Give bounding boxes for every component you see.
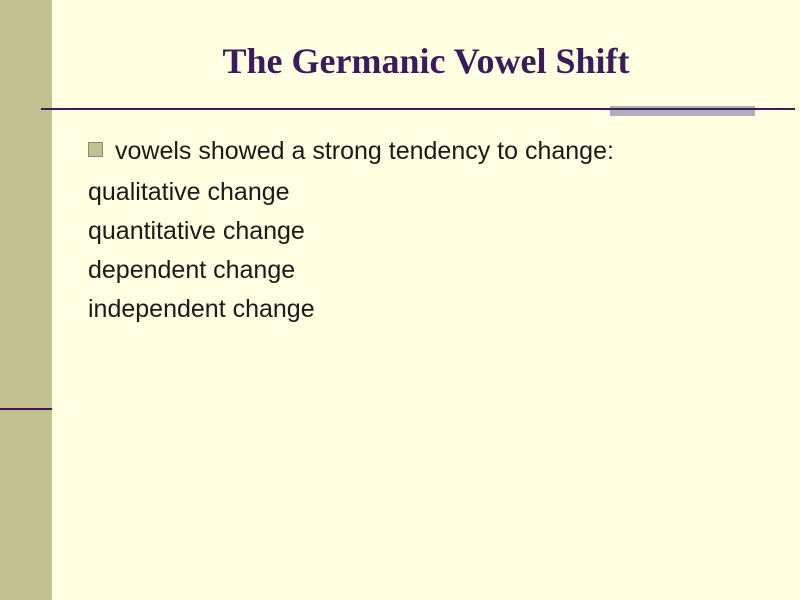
- body-line: quantitative change: [88, 214, 760, 249]
- body-line: dependent change: [88, 253, 760, 288]
- body-line: independent change: [88, 292, 760, 327]
- short-rule: [0, 408, 52, 410]
- body-line: qualitative change: [88, 175, 760, 210]
- horizontal-rule: [41, 108, 795, 110]
- slide-body: vowels showed a strong tendency to chang…: [88, 135, 760, 331]
- sidebar-decoration: [0, 0, 52, 600]
- slide-title: The Germanic Vowel Shift: [52, 40, 800, 82]
- square-bullet-icon: [88, 142, 103, 157]
- bullet-item: vowels showed a strong tendency to chang…: [88, 135, 760, 169]
- bullet-text: vowels showed a strong tendency to chang…: [115, 135, 614, 169]
